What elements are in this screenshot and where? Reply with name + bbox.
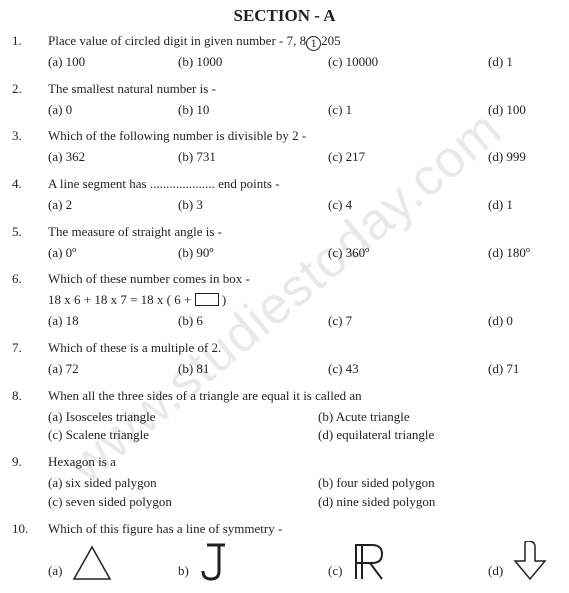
qnum: 8. (12, 387, 42, 406)
stem-text: 205 (321, 33, 341, 48)
question-9: 9. Hexagon is a (a) six sided palygon (b… (12, 453, 557, 512)
section-title: SECTION - A (12, 6, 557, 26)
opt-d: (d) 1 (488, 196, 558, 215)
stem: Which of the following number is divisib… (48, 127, 557, 146)
opt-c: (c) 4 (328, 196, 488, 215)
opt-b: (b) 1000 (178, 53, 328, 72)
opt-b: (b) 6 (178, 312, 328, 331)
qnum: 4. (12, 175, 42, 194)
options: (a) 2 (b) 3 (c) 4 (d) 1 (48, 196, 557, 215)
stem: Which of these is a multiple of 2. (48, 339, 557, 358)
opt-a: (a) 2 (48, 196, 178, 215)
worksheet: SECTION - A 1. Place value of circled di… (12, 6, 557, 581)
qnum: 7. (12, 339, 42, 358)
stem-line2: 18 x 6 + 18 x 7 = 18 x ( 6 + ) (48, 291, 557, 310)
options: (a) 362 (b) 731 (c) 217 (d) 999 (48, 148, 557, 167)
opt-c: (c) (328, 562, 342, 581)
options: (a) 100 (b) 1000 (c) 10000 (d) 1 (48, 53, 557, 72)
blank-box (195, 293, 219, 306)
opt-d: (d) 180º (488, 244, 558, 263)
opt-a: (a) 72 (48, 360, 178, 379)
opt-c: (c) 10000 (328, 53, 488, 72)
opt-d: (d) equilateral triangle (318, 426, 557, 445)
opt-a: (a) 0º (48, 244, 178, 263)
opt-d: (d) 100 (488, 101, 558, 120)
question-7: 7. Which of these is a multiple of 2. (a… (12, 339, 557, 379)
stem-text: Place value of circled digit in given nu… (48, 33, 306, 48)
opt-a: (a) (48, 562, 62, 581)
opt-c: (c) 217 (328, 148, 488, 167)
blank-dots: .................... (150, 176, 215, 191)
options-row1: (a) six sided palygon (b) four sided pol… (48, 474, 557, 493)
opt-c: (c) seven sided polygon (48, 493, 318, 512)
opt-c: (c) 360º (328, 244, 488, 263)
question-3: 3. Which of the following number is divi… (12, 127, 557, 167)
question-5: 5. The measure of straight angle is - (a… (12, 223, 557, 263)
opt-a: (a) 0 (48, 101, 178, 120)
stem: Place value of circled digit in given nu… (48, 32, 557, 51)
options-row2: (c) seven sided polygon (d) nine sided p… (48, 493, 557, 512)
opt-c: (c) Scalene triangle (48, 426, 318, 445)
qnum: 1. (12, 32, 42, 51)
question-4: 4. A line segment has ..................… (12, 175, 557, 215)
stem: The measure of straight angle is - (48, 223, 557, 242)
circled-digit: 1 (306, 36, 321, 51)
stem: Hexagon is a (48, 453, 557, 472)
stem: When all the three sides of a triangle a… (48, 387, 557, 406)
qnum: 2. (12, 80, 42, 99)
opt-d: (d) 1 (488, 53, 558, 72)
options-row2: (c) Scalene triangle (d) equilateral tri… (48, 426, 557, 445)
opt-d: (d) 71 (488, 360, 558, 379)
opt-d: (d) (488, 562, 503, 581)
question-6: 6. Which of these number comes in box - … (12, 270, 557, 331)
stem-text: ) (219, 292, 227, 307)
opt-d: (d) nine sided polygon (318, 493, 557, 512)
opt-b: (b) 90º (178, 244, 328, 263)
options: (a) 0º (b) 90º (c) 360º (d) 180º (48, 244, 557, 263)
opt-b: (b) 3 (178, 196, 328, 215)
qnum: 10. (12, 520, 42, 539)
question-10: 10. Which of this figure has a line of s… (12, 520, 557, 581)
opt-a: (a) Isosceles triangle (48, 408, 318, 427)
opt-d: (d) 999 (488, 148, 558, 167)
stem-text: A line segment has (48, 176, 150, 191)
opt-a: (a) 100 (48, 53, 178, 72)
question-8: 8. When all the three sides of a triangl… (12, 387, 557, 446)
opt-b: b) (178, 562, 189, 581)
qnum: 9. (12, 453, 42, 472)
opt-b: (b) 10 (178, 101, 328, 120)
arrow-down-icon (513, 541, 547, 581)
opt-a: (a) six sided palygon (48, 474, 318, 493)
opt-b: (b) 731 (178, 148, 328, 167)
opt-b: (b) four sided polygon (318, 474, 557, 493)
options: (a) b) (c) (d) (48, 541, 557, 581)
opt-a: (a) 18 (48, 312, 178, 331)
stem: Which of this figure has a line of symme… (48, 520, 557, 539)
opt-c: (c) 1 (328, 101, 488, 120)
qnum: 5. (12, 223, 42, 242)
opt-a: (a) 362 (48, 148, 178, 167)
opt-b: (b) 81 (178, 360, 328, 379)
opt-d: (d) 0 (488, 312, 558, 331)
letter-r-icon (352, 543, 386, 581)
stem-text: 18 x 6 + 18 x 7 = 18 x ( 6 + (48, 292, 195, 307)
stem-text: end points - (215, 176, 280, 191)
stem: The smallest natural number is - (48, 80, 557, 99)
question-2: 2. The smallest natural number is - (a) … (12, 80, 557, 120)
opt-c: (c) 43 (328, 360, 488, 379)
options: (a) 18 (b) 6 (c) 7 (d) 0 (48, 312, 557, 331)
stem: Which of these number comes in box - (48, 270, 557, 289)
question-1: 1. Place value of circled digit in given… (12, 32, 557, 72)
options: (a) 0 (b) 10 (c) 1 (d) 100 (48, 101, 557, 120)
qnum: 6. (12, 270, 42, 289)
letter-j-icon (199, 543, 229, 581)
options: (a) 72 (b) 81 (c) 43 (d) 71 (48, 360, 557, 379)
stem: A line segment has .................... … (48, 175, 557, 194)
qnum: 3. (12, 127, 42, 146)
opt-c: (c) 7 (328, 312, 488, 331)
triangle-icon (72, 545, 112, 581)
options-row1: (a) Isosceles triangle (b) Acute triangl… (48, 408, 557, 427)
opt-b: (b) Acute triangle (318, 408, 557, 427)
